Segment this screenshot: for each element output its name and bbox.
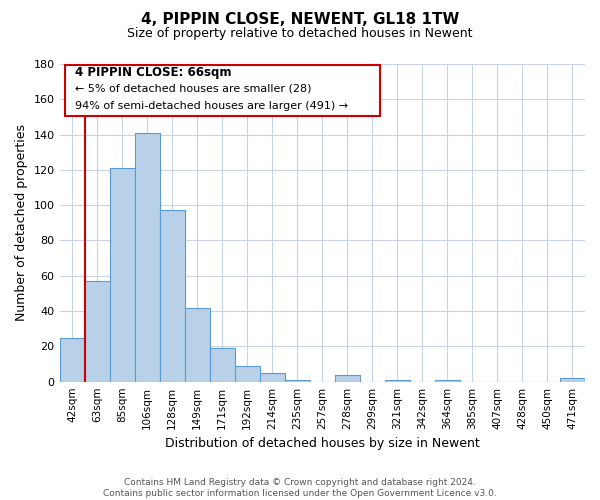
Bar [209,348,235,382]
Bar [160,210,185,382]
Y-axis label: Number of detached properties: Number of detached properties [15,124,28,322]
Text: 4, PIPPIN CLOSE, NEWENT, GL18 1TW: 4, PIPPIN CLOSE, NEWENT, GL18 1TW [141,12,459,28]
X-axis label: Distribution of detached houses by size in Newent: Distribution of detached houses by size … [165,437,479,450]
FancyBboxPatch shape [65,64,380,116]
Bar [85,281,110,382]
Bar [285,380,310,382]
Bar [560,378,585,382]
Bar [134,133,160,382]
Bar [185,308,209,382]
Bar [59,338,85,382]
Text: Contains HM Land Registry data © Crown copyright and database right 2024.
Contai: Contains HM Land Registry data © Crown c… [103,478,497,498]
Text: ← 5% of detached houses are smaller (28): ← 5% of detached houses are smaller (28) [76,84,312,94]
Bar [335,374,360,382]
Bar [235,366,260,382]
Bar [435,380,460,382]
Text: Size of property relative to detached houses in Newent: Size of property relative to detached ho… [127,28,473,40]
Bar [385,380,410,382]
Text: 94% of semi-detached houses are larger (491) →: 94% of semi-detached houses are larger (… [76,101,349,111]
Bar [110,168,134,382]
Text: 4 PIPPIN CLOSE: 66sqm: 4 PIPPIN CLOSE: 66sqm [76,66,232,79]
Bar [260,373,285,382]
